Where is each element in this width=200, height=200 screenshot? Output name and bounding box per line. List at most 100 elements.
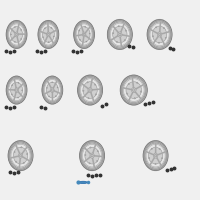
Ellipse shape (38, 21, 59, 48)
Ellipse shape (131, 88, 136, 93)
Circle shape (86, 41, 87, 42)
Circle shape (53, 36, 54, 37)
Circle shape (47, 87, 48, 88)
Ellipse shape (82, 32, 86, 37)
Circle shape (51, 27, 52, 28)
Ellipse shape (47, 33, 49, 36)
Circle shape (88, 98, 89, 99)
Ellipse shape (148, 21, 171, 48)
Ellipse shape (8, 23, 25, 46)
Circle shape (48, 42, 49, 43)
Ellipse shape (8, 141, 33, 171)
Circle shape (125, 30, 126, 31)
Ellipse shape (6, 21, 27, 48)
Circle shape (14, 151, 15, 153)
Circle shape (165, 37, 166, 38)
Circle shape (52, 82, 53, 83)
Circle shape (22, 90, 23, 91)
Ellipse shape (75, 22, 94, 47)
Circle shape (27, 153, 28, 155)
Ellipse shape (15, 32, 18, 37)
Ellipse shape (121, 76, 146, 104)
Ellipse shape (78, 27, 90, 42)
Ellipse shape (9, 24, 25, 45)
Ellipse shape (42, 76, 63, 104)
Ellipse shape (11, 144, 30, 167)
Ellipse shape (89, 89, 91, 91)
Ellipse shape (157, 32, 162, 37)
Circle shape (134, 98, 135, 99)
Ellipse shape (13, 147, 28, 164)
Ellipse shape (42, 27, 54, 42)
Circle shape (15, 161, 17, 162)
Circle shape (116, 41, 117, 43)
Circle shape (23, 162, 24, 164)
Ellipse shape (109, 21, 131, 48)
Circle shape (44, 28, 45, 29)
Circle shape (79, 30, 80, 31)
Ellipse shape (40, 24, 56, 45)
Ellipse shape (9, 80, 25, 101)
Ellipse shape (88, 88, 92, 93)
Ellipse shape (74, 21, 95, 48)
Circle shape (14, 27, 15, 28)
Ellipse shape (154, 154, 157, 157)
Circle shape (85, 26, 86, 27)
Circle shape (97, 151, 98, 152)
Ellipse shape (8, 78, 25, 102)
Ellipse shape (147, 20, 172, 49)
Ellipse shape (83, 144, 102, 167)
Circle shape (127, 93, 128, 94)
Ellipse shape (46, 82, 58, 98)
Ellipse shape (15, 88, 18, 92)
Circle shape (151, 148, 152, 149)
Ellipse shape (76, 24, 92, 45)
Circle shape (80, 39, 81, 40)
Circle shape (12, 85, 13, 86)
Ellipse shape (132, 89, 135, 91)
Ellipse shape (149, 22, 170, 47)
Circle shape (128, 83, 129, 85)
Circle shape (43, 37, 44, 38)
Circle shape (85, 154, 86, 156)
Circle shape (149, 157, 150, 159)
Circle shape (163, 28, 165, 29)
Circle shape (21, 147, 22, 148)
Ellipse shape (19, 154, 22, 157)
Ellipse shape (110, 23, 129, 46)
Ellipse shape (39, 22, 58, 47)
Ellipse shape (80, 78, 101, 103)
Ellipse shape (120, 75, 147, 105)
Ellipse shape (7, 77, 26, 103)
Ellipse shape (118, 32, 122, 37)
Ellipse shape (11, 82, 23, 98)
Circle shape (21, 29, 22, 30)
Ellipse shape (145, 143, 166, 168)
Circle shape (55, 96, 56, 97)
Circle shape (18, 97, 19, 98)
Ellipse shape (11, 27, 23, 42)
Ellipse shape (6, 76, 27, 104)
Ellipse shape (122, 78, 145, 103)
Ellipse shape (90, 153, 94, 158)
Ellipse shape (119, 33, 121, 36)
Ellipse shape (148, 147, 163, 164)
Circle shape (11, 94, 12, 95)
Ellipse shape (91, 154, 93, 157)
Ellipse shape (113, 26, 127, 43)
Circle shape (95, 94, 96, 95)
Circle shape (124, 40, 125, 41)
Ellipse shape (153, 153, 158, 158)
Circle shape (118, 26, 119, 27)
Ellipse shape (107, 20, 132, 49)
Ellipse shape (75, 23, 93, 46)
Ellipse shape (82, 143, 103, 168)
Ellipse shape (44, 78, 61, 102)
Ellipse shape (43, 77, 62, 103)
Circle shape (57, 87, 58, 88)
Circle shape (14, 41, 15, 42)
Circle shape (152, 36, 154, 37)
Circle shape (89, 163, 90, 164)
Circle shape (95, 84, 96, 85)
Circle shape (137, 82, 138, 83)
